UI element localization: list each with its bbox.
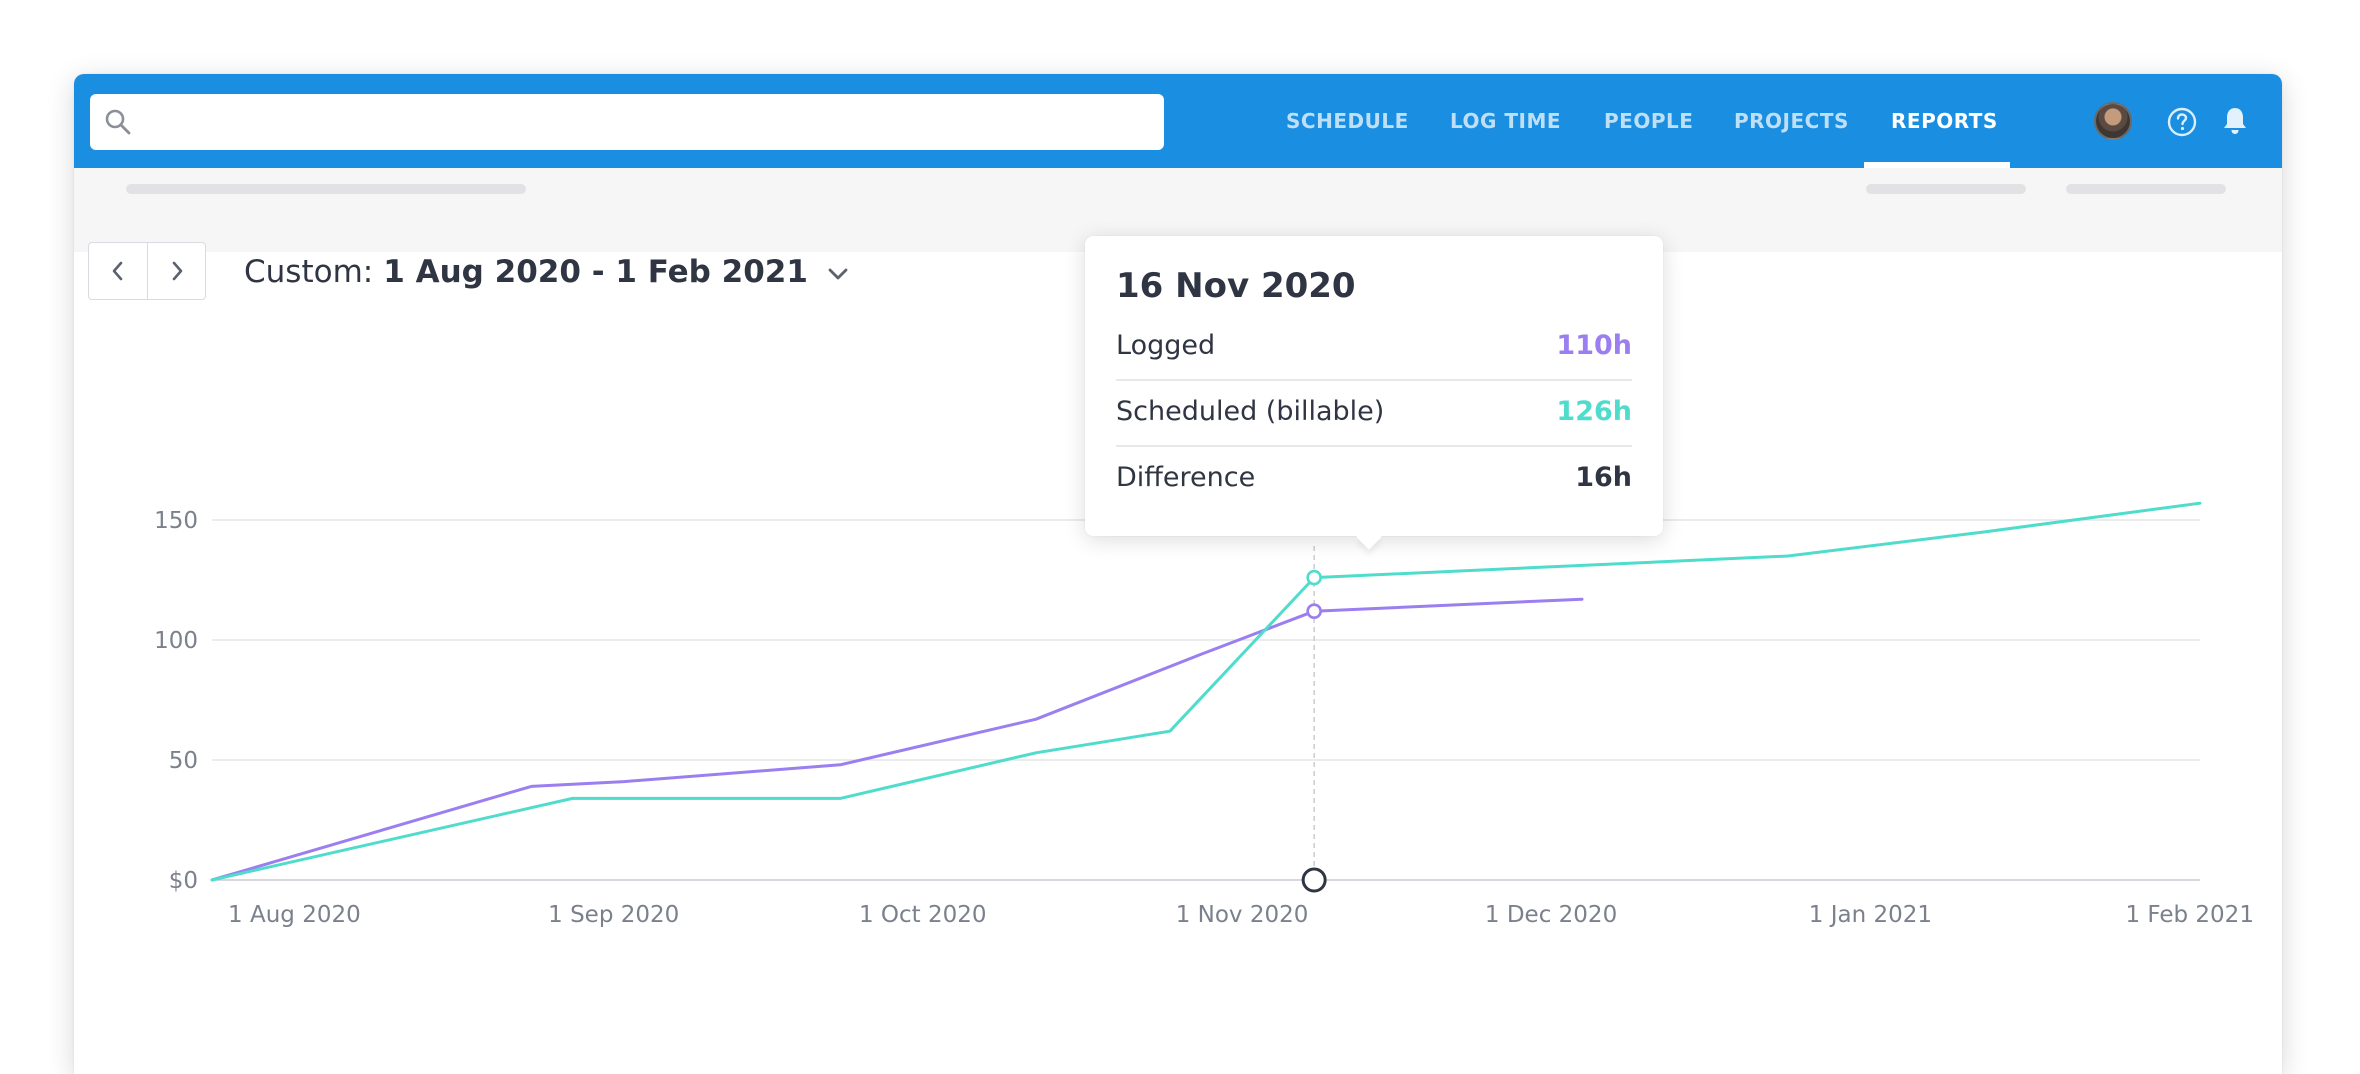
tooltip-row-logged: Logged 110h bbox=[1116, 313, 1632, 381]
next-period-button[interactable] bbox=[148, 243, 206, 299]
series-line bbox=[210, 501, 2202, 882]
avatar[interactable] bbox=[2094, 102, 2132, 140]
data-point bbox=[1306, 603, 1322, 620]
active-tab-indicator bbox=[1864, 162, 2010, 168]
bell-icon[interactable] bbox=[2218, 104, 2252, 138]
x-tick-label: 1 Feb 2021 bbox=[2125, 902, 2254, 928]
loading-placeholder bbox=[126, 184, 526, 194]
nav-schedule[interactable]: SCHEDULE bbox=[1286, 109, 1409, 133]
tooltip-label: Scheduled (billable) bbox=[1116, 396, 1385, 427]
help-icon[interactable] bbox=[2166, 106, 2198, 138]
tooltip-row-scheduled: Scheduled (billable) 126h bbox=[1116, 379, 1632, 447]
tooltip-label: Difference bbox=[1116, 462, 1256, 493]
nav-log-time[interactable]: LOG TIME bbox=[1450, 109, 1562, 133]
tooltip-value: 126h bbox=[1556, 396, 1632, 427]
x-tick-label: 1 Oct 2020 bbox=[859, 902, 987, 928]
chevron-down-icon bbox=[828, 268, 848, 279]
nav-people[interactable]: PEOPLE bbox=[1604, 109, 1694, 133]
x-tick-label: 1 Sep 2020 bbox=[548, 902, 679, 928]
y-tick-label: 100 bbox=[154, 628, 198, 654]
series-line bbox=[210, 597, 1584, 882]
tooltip-value: 110h bbox=[1556, 330, 1632, 361]
chart-tooltip: 16 Nov 2020 Logged 110h Scheduled (billa… bbox=[1085, 236, 1663, 550]
date-range-prefix: Custom: bbox=[244, 254, 374, 290]
previous-period-button[interactable] bbox=[89, 243, 147, 299]
chevron-right-icon bbox=[172, 261, 183, 281]
loading-placeholder bbox=[2066, 184, 2226, 194]
date-range-dropdown[interactable]: Custom: 1 Aug 2020 - 1 Feb 2021 bbox=[244, 252, 850, 292]
y-tick-label: 50 bbox=[169, 748, 198, 774]
pager-divider bbox=[147, 243, 148, 299]
search-input[interactable] bbox=[90, 94, 1164, 150]
hover-marker bbox=[1301, 867, 1327, 893]
x-tick-label: 1 Aug 2020 bbox=[228, 902, 361, 928]
tooltip-date: 16 Nov 2020 bbox=[1116, 266, 1356, 306]
hours-line-chart: $0 50 100 150 1 Aug 2020 1 Sep 2020 1 Oct 2020… bbox=[154, 501, 2254, 928]
x-tick-label: 1 Jan 2021 bbox=[1809, 902, 1932, 928]
chevron-left-icon bbox=[112, 261, 123, 281]
tooltip-label: Logged bbox=[1116, 330, 1216, 361]
x-tick-label: 1 Dec 2020 bbox=[1485, 902, 1617, 928]
tooltip-row-difference: Difference 16h bbox=[1116, 445, 1632, 511]
date-pager bbox=[88, 242, 206, 300]
y-tick-label: 150 bbox=[154, 508, 198, 534]
y-tick-label: $0 bbox=[169, 868, 198, 894]
loading-placeholder bbox=[1866, 184, 2026, 194]
date-range-value: 1 Aug 2020 - 1 Feb 2021 bbox=[383, 254, 808, 290]
search-icon bbox=[105, 109, 131, 135]
nav-projects[interactable]: PROJECTS bbox=[1734, 109, 1849, 133]
data-point bbox=[1306, 569, 1322, 586]
x-tick-label: 1 Nov 2020 bbox=[1176, 902, 1309, 928]
tooltip-value: 16h bbox=[1575, 462, 1632, 493]
nav-reports[interactable]: REPORTS bbox=[1891, 109, 1998, 133]
top-navigation-bar: SCHEDULE LOG TIME PEOPLE PROJECTS REPORT… bbox=[74, 74, 2282, 168]
